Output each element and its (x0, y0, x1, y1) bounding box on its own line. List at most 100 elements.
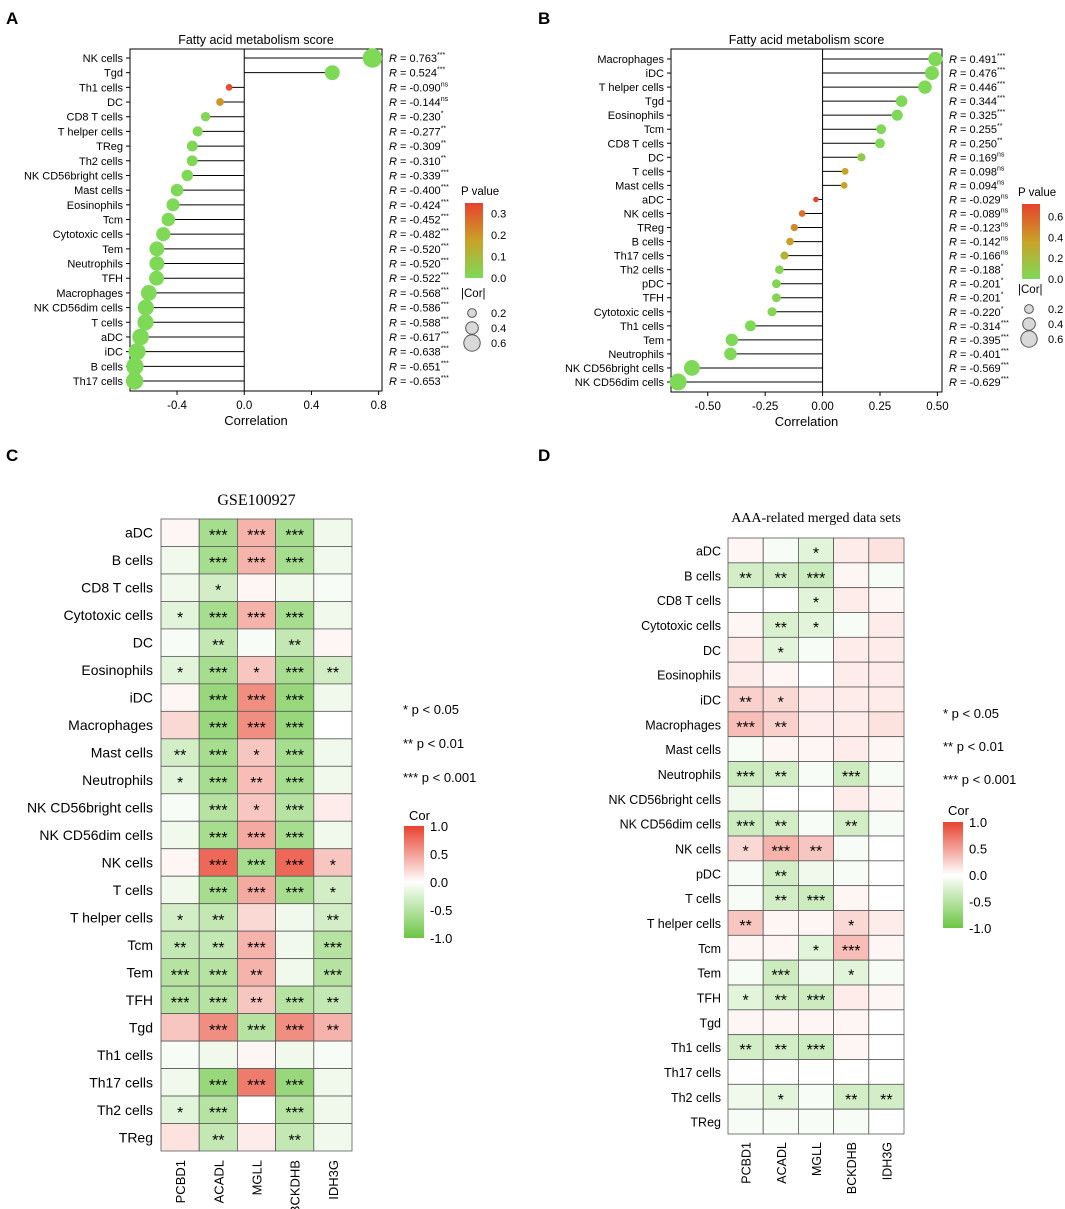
y-category-label: Th1 cells (79, 82, 124, 94)
heatmap-star: *** (285, 775, 304, 792)
heatmap-cell (727, 860, 764, 887)
lollipop-point (186, 155, 198, 167)
heatmap-cell (236, 820, 276, 850)
heatmap-cell (762, 587, 799, 613)
heatmap-star: *** (171, 967, 190, 984)
r-value-label: R = -0.401*** (949, 348, 1009, 361)
heatmap-star: ** (845, 1092, 857, 1109)
lollipop-point (786, 237, 794, 246)
cor-colorbar-tick: 0.0 (969, 868, 987, 883)
heatmap-cell (160, 710, 200, 740)
heatmap-star: ** (327, 995, 339, 1012)
heatmap-cell (868, 711, 905, 738)
r-value-label: R = -0.230* (389, 111, 444, 124)
heatmap-star: *** (209, 528, 228, 545)
lollipop-point (683, 360, 700, 376)
heatmap-cell (313, 765, 353, 795)
heatmap-cell (868, 636, 905, 663)
heatmap-cell (798, 636, 835, 663)
heatmap-star: *** (285, 665, 304, 682)
heatmap-cell (833, 1083, 870, 1110)
heatmap-row-label: Tcm (127, 937, 153, 953)
heatmap-cell (798, 711, 835, 738)
y-category-label: CD8 T cells (608, 138, 665, 150)
r-value-label: R = 0.250** (949, 137, 1003, 150)
heatmap-star: *** (247, 1022, 266, 1039)
heatmap-row-label: Eosinophils (81, 662, 153, 678)
heatmap-row-label: DC (703, 644, 721, 658)
heatmap-cell (833, 860, 870, 887)
heatmap-cell (833, 612, 870, 638)
lollipop-point (841, 167, 849, 175)
heatmap-row-label: DC (133, 635, 153, 651)
y-category-label: Neutrophils (67, 259, 123, 271)
heatmap-panel-D: AAA-related merged data sets aDC * B cells *… (608, 511, 1016, 1194)
significance-legend-item: *** p < 0.001 (943, 772, 1016, 787)
heatmap-star: *** (807, 570, 826, 587)
heatmap-star: ** (845, 819, 857, 836)
heatmap-star: * (813, 620, 819, 637)
heatmap-cell (160, 848, 200, 877)
heatmap-cell (236, 875, 276, 905)
significance-legend-item: * p < 0.05 (403, 702, 459, 717)
y-category-label: Eosinophils (608, 110, 665, 122)
heatmap-star: *** (209, 693, 228, 710)
heatmap-row-label: Th2 cells (97, 1102, 153, 1118)
heatmap-star: ** (775, 769, 787, 786)
heatmap-cell (798, 761, 835, 787)
heatmap-star: * (742, 843, 748, 860)
heatmap-cell (798, 984, 835, 1011)
heatmap-cell (275, 1040, 315, 1069)
lollipop-point (324, 65, 340, 81)
y-category-label: Tem (643, 335, 664, 347)
heatmap-cell (727, 785, 764, 812)
heatmap-cell (160, 573, 200, 602)
heatmap-cell (727, 934, 764, 961)
heatmap-cell (833, 1108, 870, 1135)
heatmap-star: ** (250, 775, 262, 792)
heatmap-cell (198, 1123, 238, 1152)
heatmap-cell (160, 1123, 200, 1152)
heatmap-star: *** (209, 665, 228, 682)
heatmap-cell (833, 537, 870, 564)
heatmap-cell (236, 573, 276, 602)
heatmap-star: * (177, 1105, 183, 1122)
heatmap-cell (236, 1013, 276, 1042)
r-value-label: R = -0.400*** (389, 184, 449, 197)
lollipop-point (362, 48, 383, 68)
r-value-label: R = -0.277** (389, 125, 446, 138)
heatmap-cell (160, 601, 200, 630)
heatmap-row-label: Eosinophils (657, 669, 721, 683)
heatmap-star: * (330, 857, 336, 874)
lollipop-point (132, 328, 149, 346)
heatmap-col-label: BCKDHB (288, 1160, 303, 1209)
significance-legend-item: *** p < 0.001 (403, 770, 476, 785)
heatmap-star: *** (285, 1105, 304, 1122)
heatmap-row-label: Th2 cells (671, 1091, 721, 1105)
heatmap-row-label: Cytotoxic cells (64, 607, 153, 623)
heatmap-star: * (742, 992, 748, 1009)
heatmap-row-label: iDC (130, 690, 153, 706)
heatmap-cell (313, 1095, 353, 1124)
heatmap-cell (275, 601, 315, 630)
heatmap-row-label: NK cells (102, 854, 153, 870)
x-tick-label: 0.00 (811, 401, 833, 413)
lollipop-point (156, 227, 171, 242)
y-category-label: TFH (643, 293, 664, 305)
heatmap-star: *** (285, 857, 304, 874)
p-legend-tick: 0.2 (491, 230, 506, 242)
heatmap-cell (313, 628, 353, 657)
heatmap-cell (275, 1095, 315, 1124)
heatmap-row-label: Tem (127, 964, 153, 980)
heatmap-row-label: iDC (700, 693, 721, 707)
heatmap-cell (236, 1068, 276, 1097)
heatmap-cell (236, 738, 276, 767)
heatmap-cell (798, 562, 835, 589)
heatmap-cell (198, 518, 238, 547)
heatmap-star: *** (807, 893, 826, 910)
cor-colorbar-tick: -0.5 (969, 895, 991, 910)
heatmap-star: * (177, 610, 183, 627)
heatmap-star: ** (739, 1042, 751, 1059)
heatmap-star: *** (247, 940, 266, 957)
lollipop-point (772, 293, 781, 303)
